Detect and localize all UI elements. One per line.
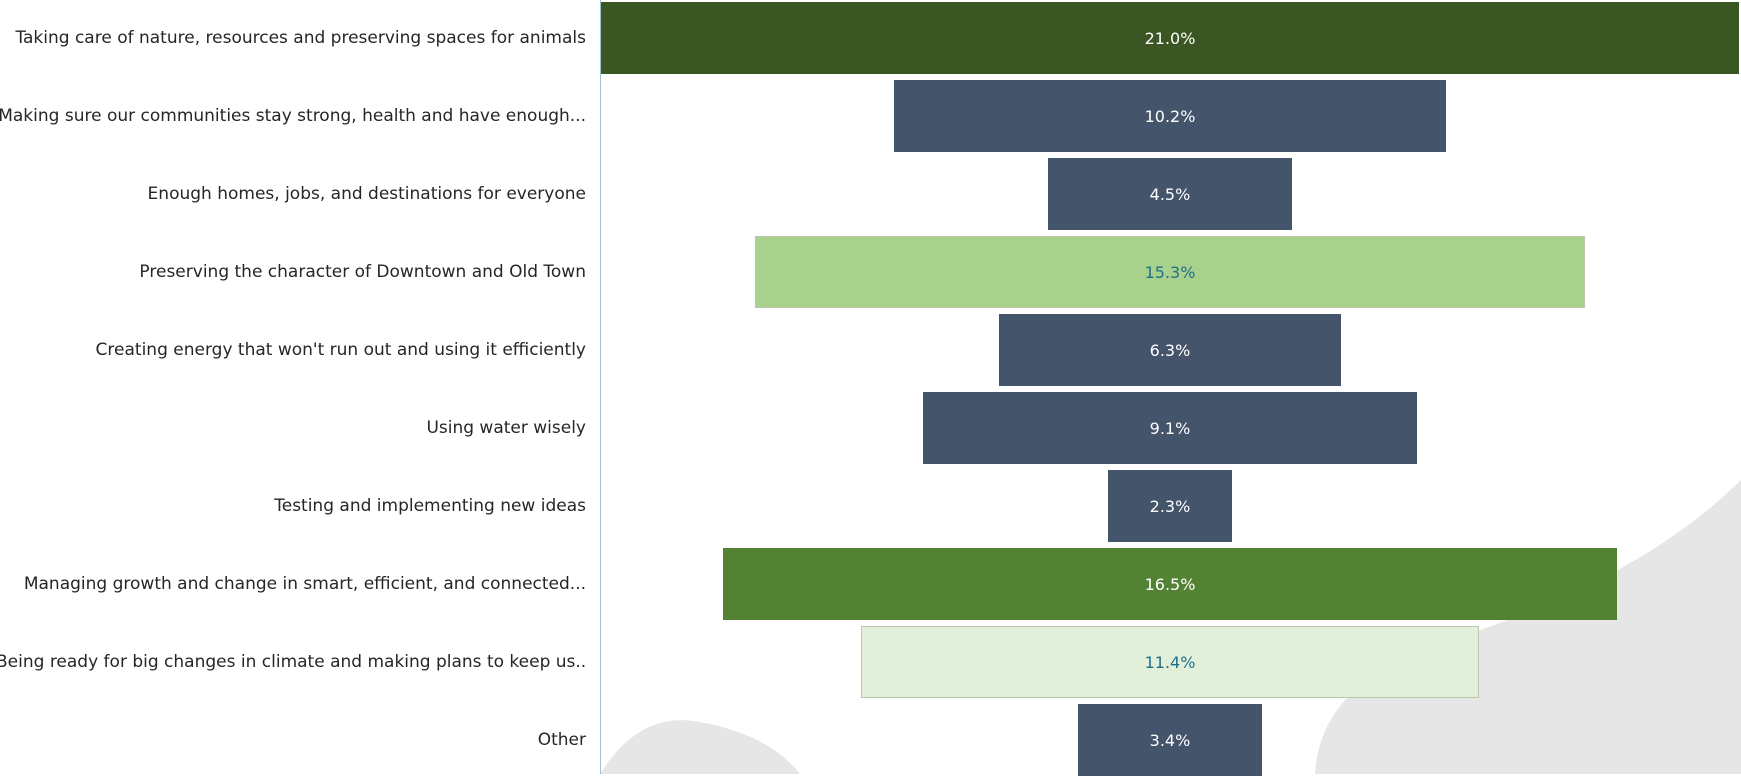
funnel-bar: 15.3% [755,236,1585,308]
category-axis-line [600,0,601,774]
category-label: Managing growth and change in smart, eff… [23,574,586,594]
funnel-bar: 4.5% [1048,158,1292,230]
category-label: Testing and implementing new ideas [274,496,586,516]
funnel-bar: 16.5% [722,548,1618,620]
category-label: Taking care of nature, resources and pre… [15,28,586,48]
category-label: Making sure our communities stay strong,… [0,106,586,126]
data-label: 11.4% [1144,652,1196,672]
data-label: 15.3% [1144,262,1196,282]
funnel-bar: 9.1% [923,392,1417,464]
category-label: Preserving the character of Downtown and… [139,262,586,282]
funnel-bar: 10.2% [893,80,1447,152]
data-label: 10.2% [1144,106,1196,126]
background-swoosh-left [600,720,800,774]
data-label: 2.3% [1149,496,1191,516]
data-label: 6.3% [1149,340,1191,360]
data-label: 21.0% [1144,28,1196,48]
data-label: 16.5% [1144,574,1196,594]
funnel-bar: 2.3% [1107,470,1233,542]
background-swoosh-right [1315,480,1741,774]
data-label: 3.4% [1149,730,1191,750]
data-label: 9.1% [1149,418,1191,438]
funnel-bar: 21.0% [601,2,1739,74]
category-label: Enough homes, jobs, and destinations for… [147,184,586,204]
funnel-bar: 11.4% [861,626,1479,698]
category-label: Being ready for big changes in climate a… [0,652,586,672]
funnel-bar: 3.4% [1077,704,1263,776]
funnel-bar: 6.3% [999,314,1341,386]
data-label: 4.5% [1149,184,1191,204]
category-label: Creating energy that won't run out and u… [95,340,586,360]
category-label: Other [537,730,586,750]
category-label: Using water wisely [426,418,586,438]
